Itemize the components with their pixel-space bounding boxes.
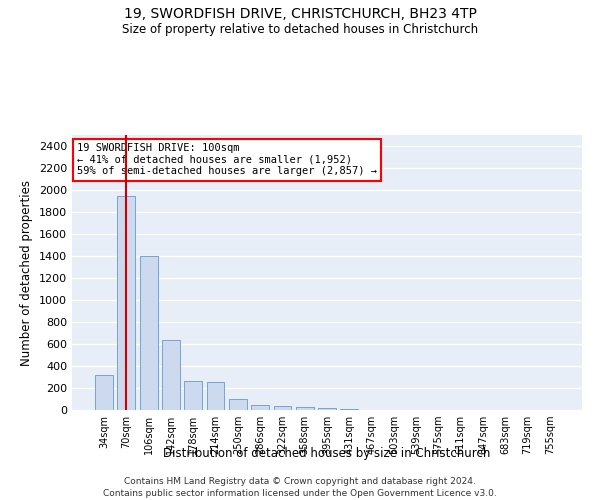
Text: 19, SWORDFISH DRIVE, CHRISTCHURCH, BH23 4TP: 19, SWORDFISH DRIVE, CHRISTCHURCH, BH23 … (124, 8, 476, 22)
Bar (274, 406, 292, 410)
Bar (118, 196, 136, 410)
Bar (296, 407, 314, 410)
Bar (206, 382, 224, 410)
Bar (251, 404, 269, 410)
Text: 19 SWORDFISH DRIVE: 100sqm
← 41% of detached houses are smaller (1,952)
59% of s: 19 SWORDFISH DRIVE: 100sqm ← 41% of deta… (77, 143, 377, 176)
Bar (95, 375, 113, 410)
Text: Contains public sector information licensed under the Open Government Licence v3: Contains public sector information licen… (103, 489, 497, 498)
Bar (229, 399, 247, 410)
Y-axis label: Number of detached properties: Number of detached properties (20, 180, 34, 366)
Text: Distribution of detached houses by size in Christchurch: Distribution of detached houses by size … (163, 448, 491, 460)
Bar (162, 340, 180, 410)
Bar (184, 382, 202, 410)
Bar (318, 408, 336, 410)
Text: Size of property relative to detached houses in Christchurch: Size of property relative to detached ho… (122, 22, 478, 36)
Bar (140, 256, 158, 410)
Text: Contains HM Land Registry data © Crown copyright and database right 2024.: Contains HM Land Registry data © Crown c… (124, 478, 476, 486)
Bar (340, 409, 358, 410)
